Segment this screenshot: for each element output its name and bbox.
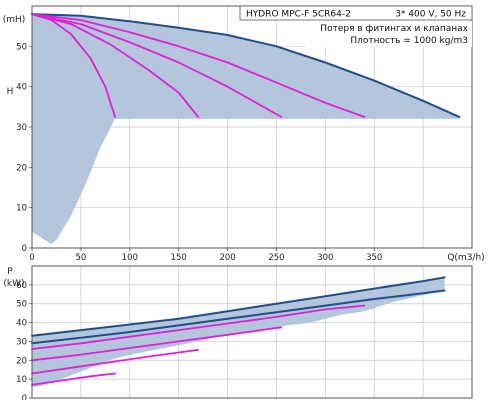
head-curve-5-pumps-0 bbox=[31, 13, 461, 118]
power-curve-4-pumps-2 bbox=[31, 304, 366, 350]
head-xtick-label: 200 bbox=[219, 253, 235, 263]
power-curve-2-pumps-4 bbox=[31, 348, 200, 375]
head-ylabel-letter: H bbox=[7, 87, 14, 97]
head-curve-4-pumps-1 bbox=[31, 13, 366, 118]
head-ylabel-unit: (mH) bbox=[3, 15, 26, 25]
head-ytick-label: 20 bbox=[16, 163, 27, 173]
power-ytick-label: 0 bbox=[22, 394, 27, 400]
power-ytick-label: 50 bbox=[16, 300, 27, 310]
power-ytick-label: 40 bbox=[16, 319, 27, 329]
power-ytick-label: 20 bbox=[16, 356, 27, 366]
head-ytick-label: 50 bbox=[16, 42, 27, 52]
supply-spec: 3* 400 V, 50 Hz bbox=[395, 10, 466, 20]
head-xlabel: Q(m3/h) bbox=[447, 253, 484, 263]
power-operating-area bbox=[32, 277, 445, 387]
head-curve-1-pumps-4 bbox=[31, 13, 116, 118]
power-ylabel-unit: (kW) bbox=[3, 279, 24, 289]
product-name: HYDRO MPC-F 5CR64-2 bbox=[246, 10, 351, 20]
power-ylabel-letter: P bbox=[7, 267, 13, 277]
product-title-box bbox=[239, 5, 473, 21]
head-ytick-label: 10 bbox=[16, 204, 27, 214]
power-panel bbox=[29, 265, 473, 399]
power-frame bbox=[31, 265, 473, 399]
fitting-losses-note: Потеря в фитингах и клапанах bbox=[320, 24, 468, 34]
head-ytick-label: 0 bbox=[22, 244, 27, 254]
power-curve-5-pumps-0 bbox=[31, 276, 446, 337]
head-operating-area bbox=[32, 14, 460, 244]
power-ytick-label: 10 bbox=[16, 375, 27, 385]
head-xtick-label: 250 bbox=[268, 253, 284, 263]
head-xtick-label: 0 bbox=[29, 253, 34, 263]
density-note: Плотность = 1000 kg/m3 bbox=[350, 36, 468, 46]
head-ytick-label: 30 bbox=[16, 123, 27, 133]
head-xtick-label: 150 bbox=[171, 253, 187, 263]
head-xtick-label: 50 bbox=[75, 253, 86, 263]
head-curve-2-pumps-3 bbox=[31, 13, 200, 118]
power-ytick-label: 30 bbox=[16, 337, 27, 347]
power-curve-3-pumps-3 bbox=[31, 326, 283, 362]
notes-box bbox=[306, 21, 472, 47]
head-curve-3-pumps-2 bbox=[31, 13, 283, 118]
head-xtick-label: 350 bbox=[366, 253, 382, 263]
power-curve-5-pumps-1 bbox=[31, 289, 446, 345]
head-xtick-label: 100 bbox=[122, 253, 138, 263]
head-xtick-label: 300 bbox=[317, 253, 333, 263]
power-ytick-label: 60 bbox=[16, 281, 27, 291]
power-curve-1-pumps-5 bbox=[31, 372, 116, 386]
head-ytick-label: 40 bbox=[16, 83, 27, 93]
